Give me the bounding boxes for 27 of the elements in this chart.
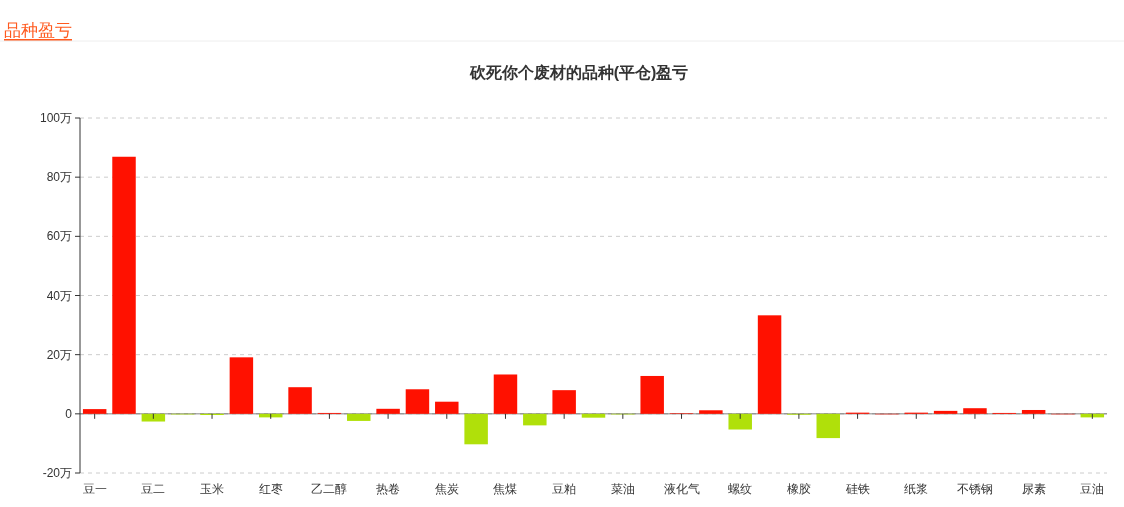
x-tick-label: 螺纹 — [728, 482, 753, 496]
x-tick-label: 菜油 — [610, 482, 635, 496]
x-tick-label: 玉米 — [200, 482, 225, 496]
x-tick-label: 硅铁 — [844, 482, 870, 496]
x-tick-label: 乙二醇 — [311, 482, 348, 496]
y-tick-label: 80万 — [46, 170, 72, 185]
y-tick-label: -20万 — [42, 466, 72, 480]
x-tick-label: 焦煤 — [493, 482, 518, 496]
x-tick-label: 纸浆 — [904, 482, 929, 496]
x-tick-label: 液化气 — [663, 482, 700, 496]
x-tick-label: 红枣 — [258, 482, 283, 496]
chart-title: 砍死你个废材的品种(平仓)盈亏 — [468, 64, 689, 81]
x-tick-label: 豆粕 — [552, 482, 577, 496]
x-tick-label: 尿素 — [1021, 482, 1046, 496]
x-tick-label: 焦炭 — [434, 482, 459, 496]
x-tick-label: 橡胶 — [786, 482, 811, 496]
y-tick-label: 40万 — [46, 288, 72, 303]
x-tick-label: 热卷 — [376, 482, 401, 496]
x-tick-label: 不锈钢 — [956, 482, 993, 496]
y-tick-label: 100万 — [39, 111, 72, 125]
x-tick-label: 豆二 — [141, 482, 166, 496]
y-tick-label: 0 — [65, 406, 73, 421]
x-tick-label: 豆油 — [1080, 482, 1105, 496]
y-tick-label: 60万 — [46, 229, 72, 244]
y-tick-label: 20万 — [46, 347, 72, 362]
x-tick-label: 豆一 — [82, 482, 107, 496]
annotation: 品种盈亏 — [4, 21, 72, 40]
